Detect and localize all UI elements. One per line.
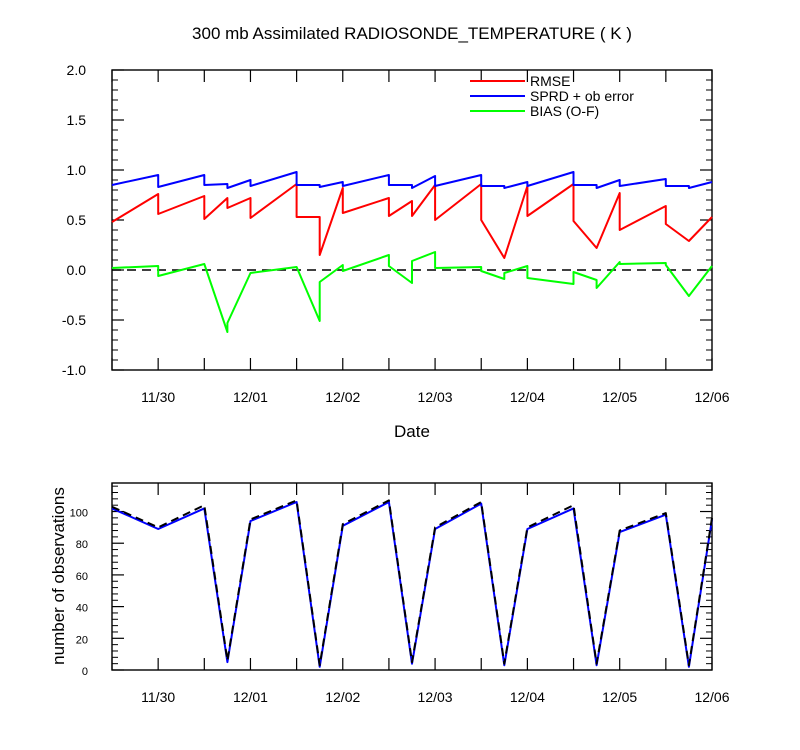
bottom-x-tick-labels: 11/30 12/01 12/02 12/03 12/04 12/05 12/06 [141,689,730,705]
bottom-y-tick-label: 60 [76,571,88,583]
top-series-group [111,171,713,333]
top-y-tick-label: 2.0 [67,62,87,78]
bottom-x-tick-label: 12/05 [602,689,637,705]
bottom-plot-frame [111,482,713,671]
bottom-series-possible [111,499,713,667]
top-x-tick-label: 12/02 [325,389,360,405]
bottom-x-tick-label: 12/06 [694,689,729,705]
top-y-tick-label: 0.5 [67,212,87,228]
top-y-tick-label: 1.0 [67,162,87,178]
bottom-x-tick-label: 12/01 [233,689,268,705]
top-x-tick-label: 11/30 [141,389,175,405]
bottom-series-assimilated [111,501,713,668]
bottom-x-tick-label: 12/03 [418,689,453,705]
top-y-tick-label: 1.5 [67,112,87,128]
y-axis-label-observations: number of observations [49,487,68,665]
top-x-tick-label: 12/03 [418,389,453,405]
bottom-x-tick-label: 12/02 [325,689,360,705]
bottom-y-tick-label: 100 [70,508,88,520]
legend-label-bias: BIAS (O-F) [530,103,599,119]
top-x-tick-label: 12/01 [233,389,268,405]
bottom-y-tick-label: 40 [76,603,88,615]
top-x-tick-label: 12/04 [510,389,545,405]
top-series-rmse [111,183,713,259]
top-y-tick-label: -1.0 [62,362,86,378]
top-series-bias-o-f [111,251,713,333]
top-x-tick-label: 12/05 [602,389,637,405]
top-y-tick-labels: -1.0 -0.5 0.0 0.5 1.0 1.5 2.0 [62,62,86,378]
chart-title: 300 mb Assimilated RADIOSONDE_TEMPERATUR… [192,24,632,43]
bottom-axes [111,483,713,671]
bottom-x-tick-label: 11/30 [141,689,175,705]
bottom-x-tick-label: 12/04 [510,689,545,705]
top-x-tick-label: 12/06 [694,389,729,405]
top-y-tick-label: -0.5 [62,312,86,328]
top-axes [111,69,713,371]
bottom-y-tick-label: 80 [76,539,88,551]
bottom-y-tick-labels: 0 20 40 60 80 100 [70,508,88,678]
bottom-series-group [111,499,713,668]
x-axis-label: Date [394,422,430,441]
bottom-y-tick-label: 20 [76,634,88,646]
legend-label-sprd: SPRD + ob error [530,88,634,104]
top-plot-frame [111,69,713,371]
legend: RMSE SPRD + ob error BIAS (O-F) [470,73,634,119]
top-x-tick-labels: 11/30 12/01 12/02 12/03 12/04 12/05 12/06 [141,389,730,405]
top-series-sprd-ob-error [111,171,713,189]
bottom-y-tick-label: 0 [82,666,88,678]
top-y-tick-label: 0.0 [67,262,87,278]
legend-label-rmse: RMSE [530,73,570,89]
